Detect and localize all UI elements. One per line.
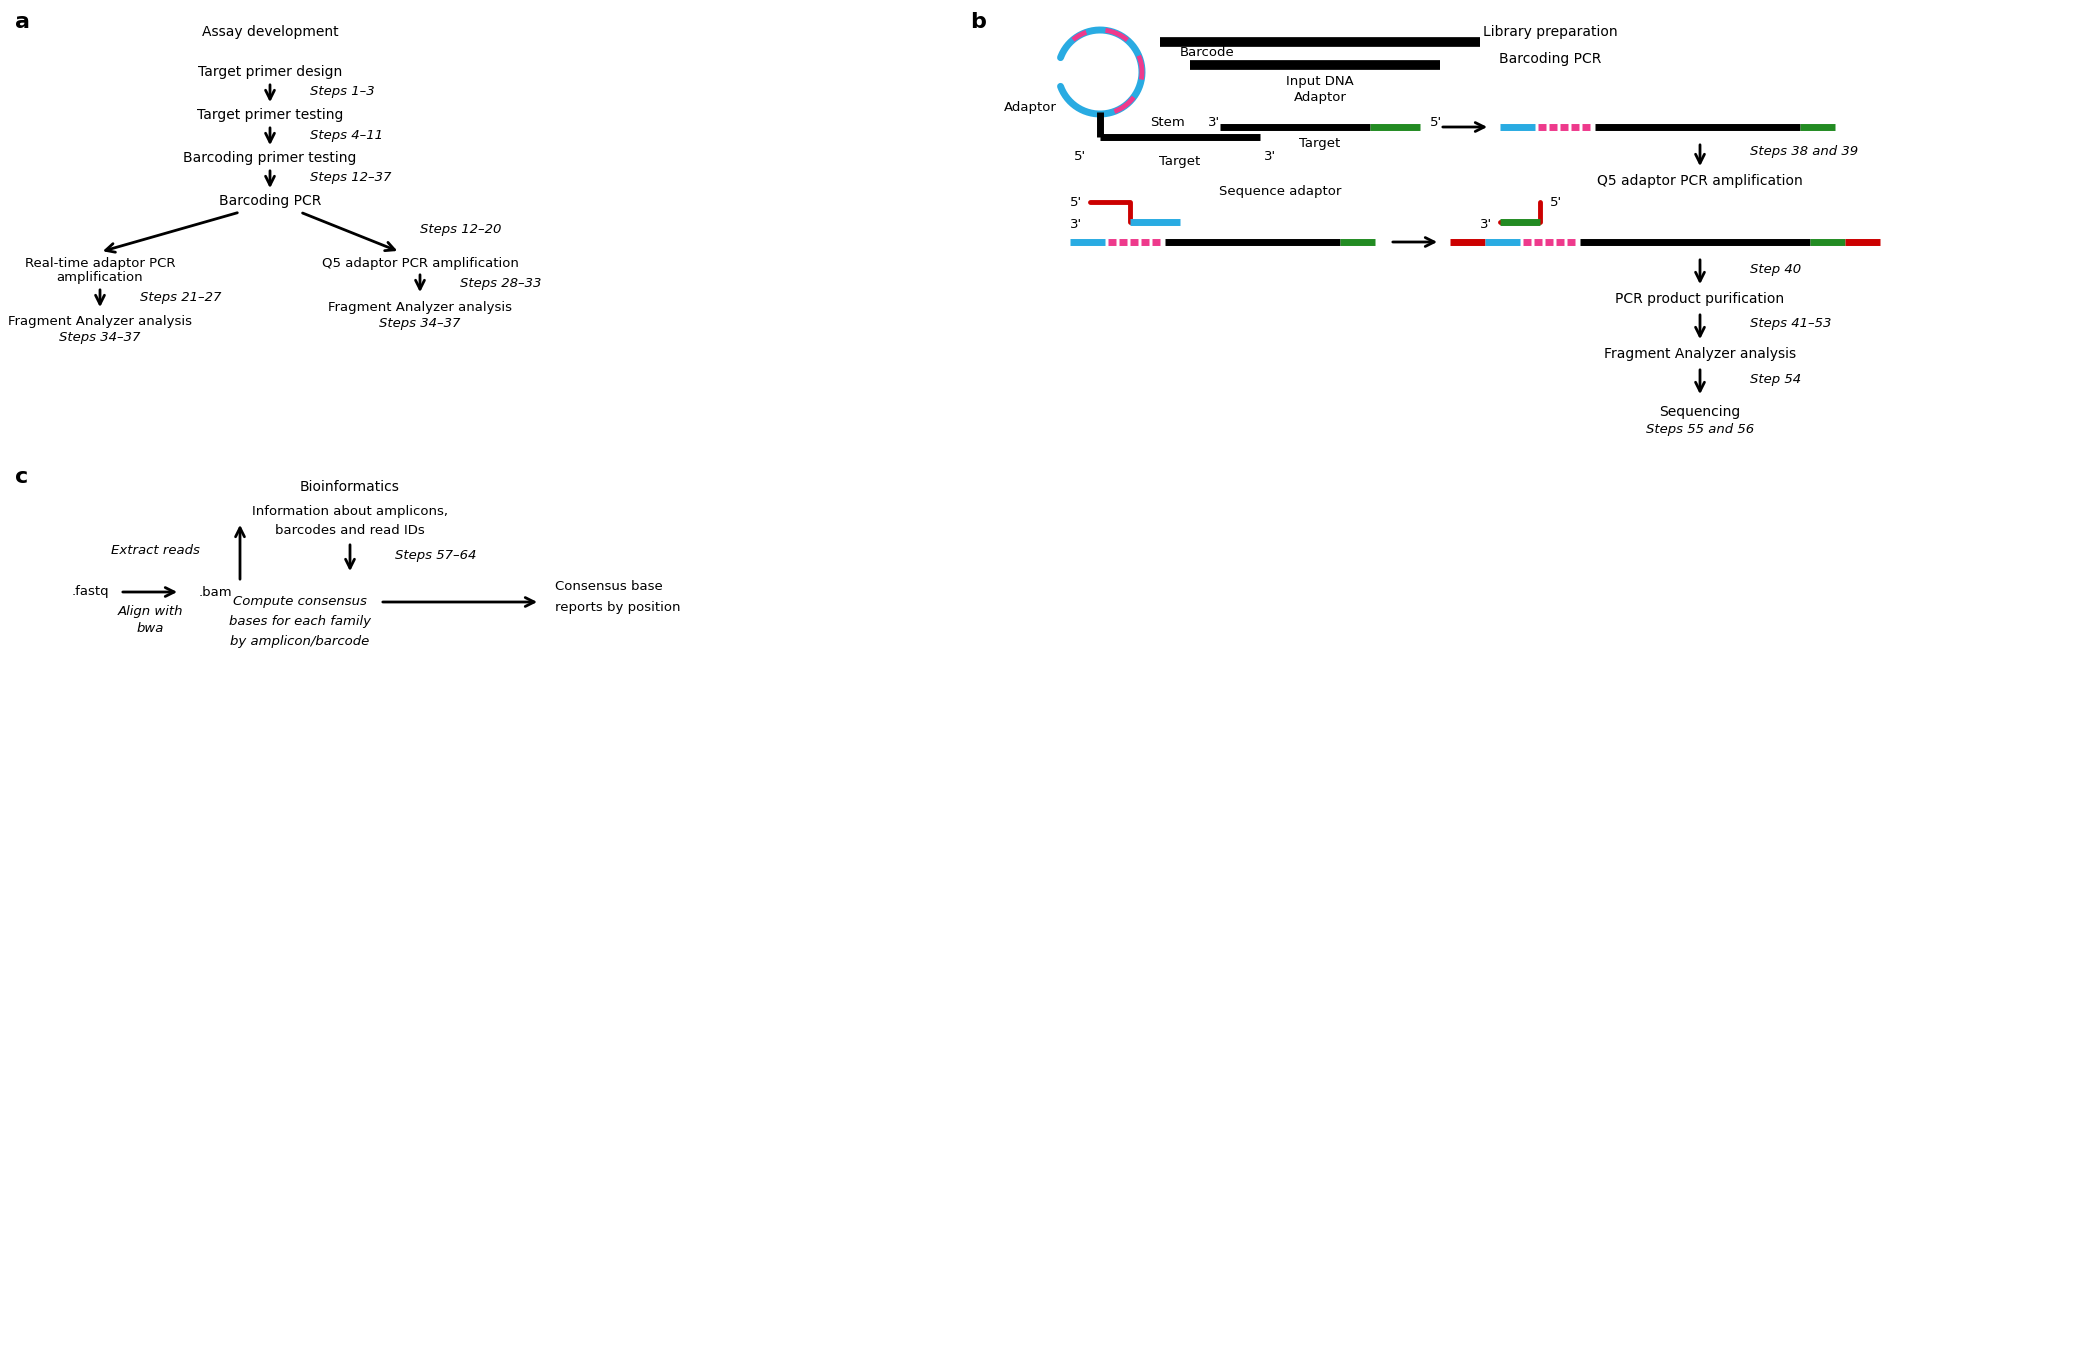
Text: Consensus base: Consensus base [554, 581, 664, 594]
Text: Steps 34–37: Steps 34–37 [380, 317, 460, 330]
Text: Extract reads: Extract reads [111, 543, 200, 556]
Text: 5': 5' [1073, 151, 1086, 163]
Text: Steps 57–64: Steps 57–64 [395, 550, 477, 563]
Text: Barcoding PCR: Barcoding PCR [218, 194, 321, 207]
Text: barcodes and read IDs: barcodes and read IDs [275, 524, 424, 536]
Text: Steps 12–20: Steps 12–20 [420, 222, 502, 236]
Text: b: b [970, 12, 985, 32]
Text: 3': 3' [1208, 116, 1220, 128]
Text: Adaptor: Adaptor [1294, 90, 1346, 104]
Text: Real-time adaptor PCR: Real-time adaptor PCR [25, 257, 174, 271]
Text: a: a [15, 12, 29, 32]
Text: Sequencing: Sequencing [1659, 405, 1741, 419]
Text: Barcoding PCR: Barcoding PCR [1499, 53, 1600, 66]
Text: Stem: Stem [1151, 116, 1184, 128]
Text: Steps 21–27: Steps 21–27 [141, 291, 220, 303]
Text: c: c [15, 467, 27, 488]
Text: Steps 1–3: Steps 1–3 [311, 85, 374, 98]
Text: Bioinformatics: Bioinformatics [300, 480, 399, 494]
Text: 5': 5' [1550, 195, 1562, 209]
Text: Steps 41–53: Steps 41–53 [1749, 318, 1831, 330]
Text: reports by position: reports by position [554, 601, 680, 613]
Text: .fastq: .fastq [71, 586, 109, 598]
Text: Information about amplicons,: Information about amplicons, [252, 505, 447, 519]
Text: Target: Target [1159, 155, 1201, 168]
Text: Fragment Analyzer analysis: Fragment Analyzer analysis [1604, 348, 1796, 361]
Text: Align with: Align with [118, 606, 183, 618]
Text: 5': 5' [1071, 195, 1082, 209]
Text: Fragment Analyzer analysis: Fragment Analyzer analysis [328, 300, 512, 314]
Text: Steps 28–33: Steps 28–33 [460, 276, 542, 290]
Text: Steps 55 and 56: Steps 55 and 56 [1646, 423, 1754, 435]
Text: Steps 12–37: Steps 12–37 [311, 171, 391, 185]
Text: Steps 38 and 39: Steps 38 and 39 [1749, 145, 1858, 159]
Text: Target primer testing: Target primer testing [197, 108, 342, 123]
Text: Target primer design: Target primer design [197, 65, 342, 79]
Text: Steps 4–11: Steps 4–11 [311, 128, 382, 141]
Text: by amplicon/barcode: by amplicon/barcode [231, 636, 370, 648]
Text: Assay development: Assay development [202, 26, 338, 39]
Text: Steps 34–37: Steps 34–37 [59, 331, 141, 345]
Text: Target: Target [1300, 137, 1340, 151]
Text: 3': 3' [1480, 218, 1493, 232]
Text: Fragment Analyzer analysis: Fragment Analyzer analysis [8, 315, 191, 329]
Text: Barcoding primer testing: Barcoding primer testing [183, 151, 357, 164]
Text: Library preparation: Library preparation [1483, 26, 1617, 39]
Text: .bam: .bam [197, 586, 231, 598]
Text: 5': 5' [1430, 116, 1443, 128]
Text: amplification: amplification [57, 272, 143, 284]
Text: bases for each family: bases for each family [229, 616, 372, 629]
Text: Compute consensus: Compute consensus [233, 595, 368, 609]
Text: Barcode: Barcode [1180, 46, 1235, 58]
Text: 3': 3' [1264, 151, 1277, 163]
Text: 3': 3' [1071, 218, 1082, 232]
Text: Input DNA: Input DNA [1285, 75, 1354, 89]
Text: bwa: bwa [136, 622, 164, 636]
Text: PCR product purification: PCR product purification [1615, 292, 1785, 306]
Text: Sequence adaptor: Sequence adaptor [1218, 186, 1342, 198]
Text: Q5 adaptor PCR amplification: Q5 adaptor PCR amplification [1598, 174, 1804, 189]
Text: Step 54: Step 54 [1749, 373, 1802, 385]
Text: Adaptor: Adaptor [1004, 101, 1056, 113]
Text: Q5 adaptor PCR amplification: Q5 adaptor PCR amplification [321, 257, 519, 271]
Text: Step 40: Step 40 [1749, 263, 1802, 276]
